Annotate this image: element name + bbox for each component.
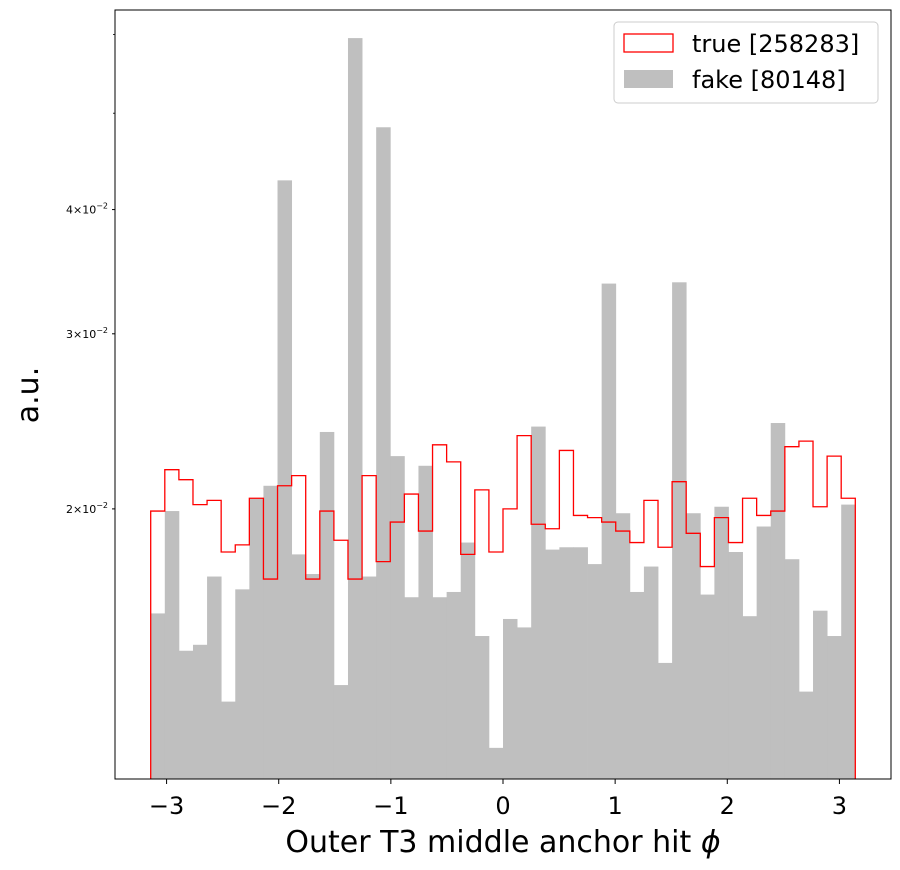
fake-bar [249, 498, 264, 779]
fake-bar [756, 526, 772, 779]
fake-bar [474, 636, 490, 779]
fake-bar [319, 431, 335, 779]
fake-bar [150, 613, 166, 779]
fake-bar [362, 576, 377, 779]
x-axis-label: Outer T3 middle anchor hit ϕ [285, 825, 720, 860]
fake-bar [827, 636, 842, 779]
fake-bar [390, 456, 405, 779]
fake-bar [517, 627, 532, 779]
fake-bar [615, 513, 631, 779]
fake-bar [784, 559, 800, 779]
fake-bar [333, 685, 349, 779]
true-series-step-line [150, 434, 856, 779]
fake-bar [207, 576, 222, 779]
fake-bar [347, 38, 363, 780]
x-tick-label: 2 [720, 792, 735, 820]
fake-bar [798, 691, 814, 779]
legend-swatch-true [623, 33, 674, 53]
fake-bar [686, 513, 701, 779]
fake-bar [559, 547, 574, 779]
fake-bar [643, 566, 659, 779]
y-axis-label: a.u. [11, 367, 46, 423]
fake-bar [460, 542, 476, 779]
fake-bar [658, 662, 673, 779]
fake-bar [432, 597, 448, 779]
fake-bar [629, 591, 645, 779]
fake-bar [192, 644, 208, 779]
legend-label-true: true [258283] [692, 30, 859, 58]
fake-bar [164, 511, 180, 779]
fake-bar [418, 465, 433, 779]
fake-bar [770, 423, 786, 779]
fake-bar [446, 591, 462, 779]
x-axis: −3 −2 −1 0 1 2 3 [149, 779, 847, 820]
fake-bar [235, 589, 250, 779]
fake-bar [587, 564, 603, 779]
fake-bar [742, 616, 758, 779]
fake-bar [291, 554, 307, 779]
fake-bar [714, 506, 729, 779]
fake-bar [305, 574, 321, 779]
y-axis: 2×10−2 3×10−2 4×10−2 [66, 34, 115, 516]
x-tick-label: −1 [373, 792, 408, 820]
y-tick-label: 2×10−2 [66, 501, 108, 516]
fake-bar [573, 547, 588, 779]
fake-bar [277, 180, 293, 780]
fake-bar [545, 549, 560, 779]
x-tick-label: −2 [261, 792, 296, 820]
legend-label-fake: fake [80148] [692, 66, 846, 94]
legend-box [613, 21, 879, 104]
fake-bar [728, 552, 743, 779]
fake-bar [813, 610, 828, 779]
fake-bar [601, 283, 617, 779]
fake-bar [178, 650, 194, 779]
fake-bar [404, 597, 419, 779]
legend-swatch-fake [624, 70, 673, 88]
x-tick-label: 0 [495, 792, 510, 820]
fake-series-bars [150, 38, 856, 780]
fake-bar [263, 485, 278, 779]
x-tick-label: 3 [832, 792, 847, 820]
fake-bar [376, 127, 391, 779]
y-tick-label: 3×10−2 [66, 326, 108, 341]
fake-bar [841, 504, 856, 779]
fake-bar [488, 747, 504, 779]
fake-bar [221, 701, 236, 779]
legend: true [258283] fake [80148] [613, 21, 879, 104]
fake-bar [672, 282, 687, 779]
fake-bar [503, 618, 518, 779]
y-tick-label: 4×10−2 [66, 202, 108, 217]
x-tick-label: 1 [607, 792, 622, 820]
x-tick-label: −3 [149, 792, 184, 820]
fake-bar [531, 426, 546, 779]
fake-bar [700, 594, 715, 779]
